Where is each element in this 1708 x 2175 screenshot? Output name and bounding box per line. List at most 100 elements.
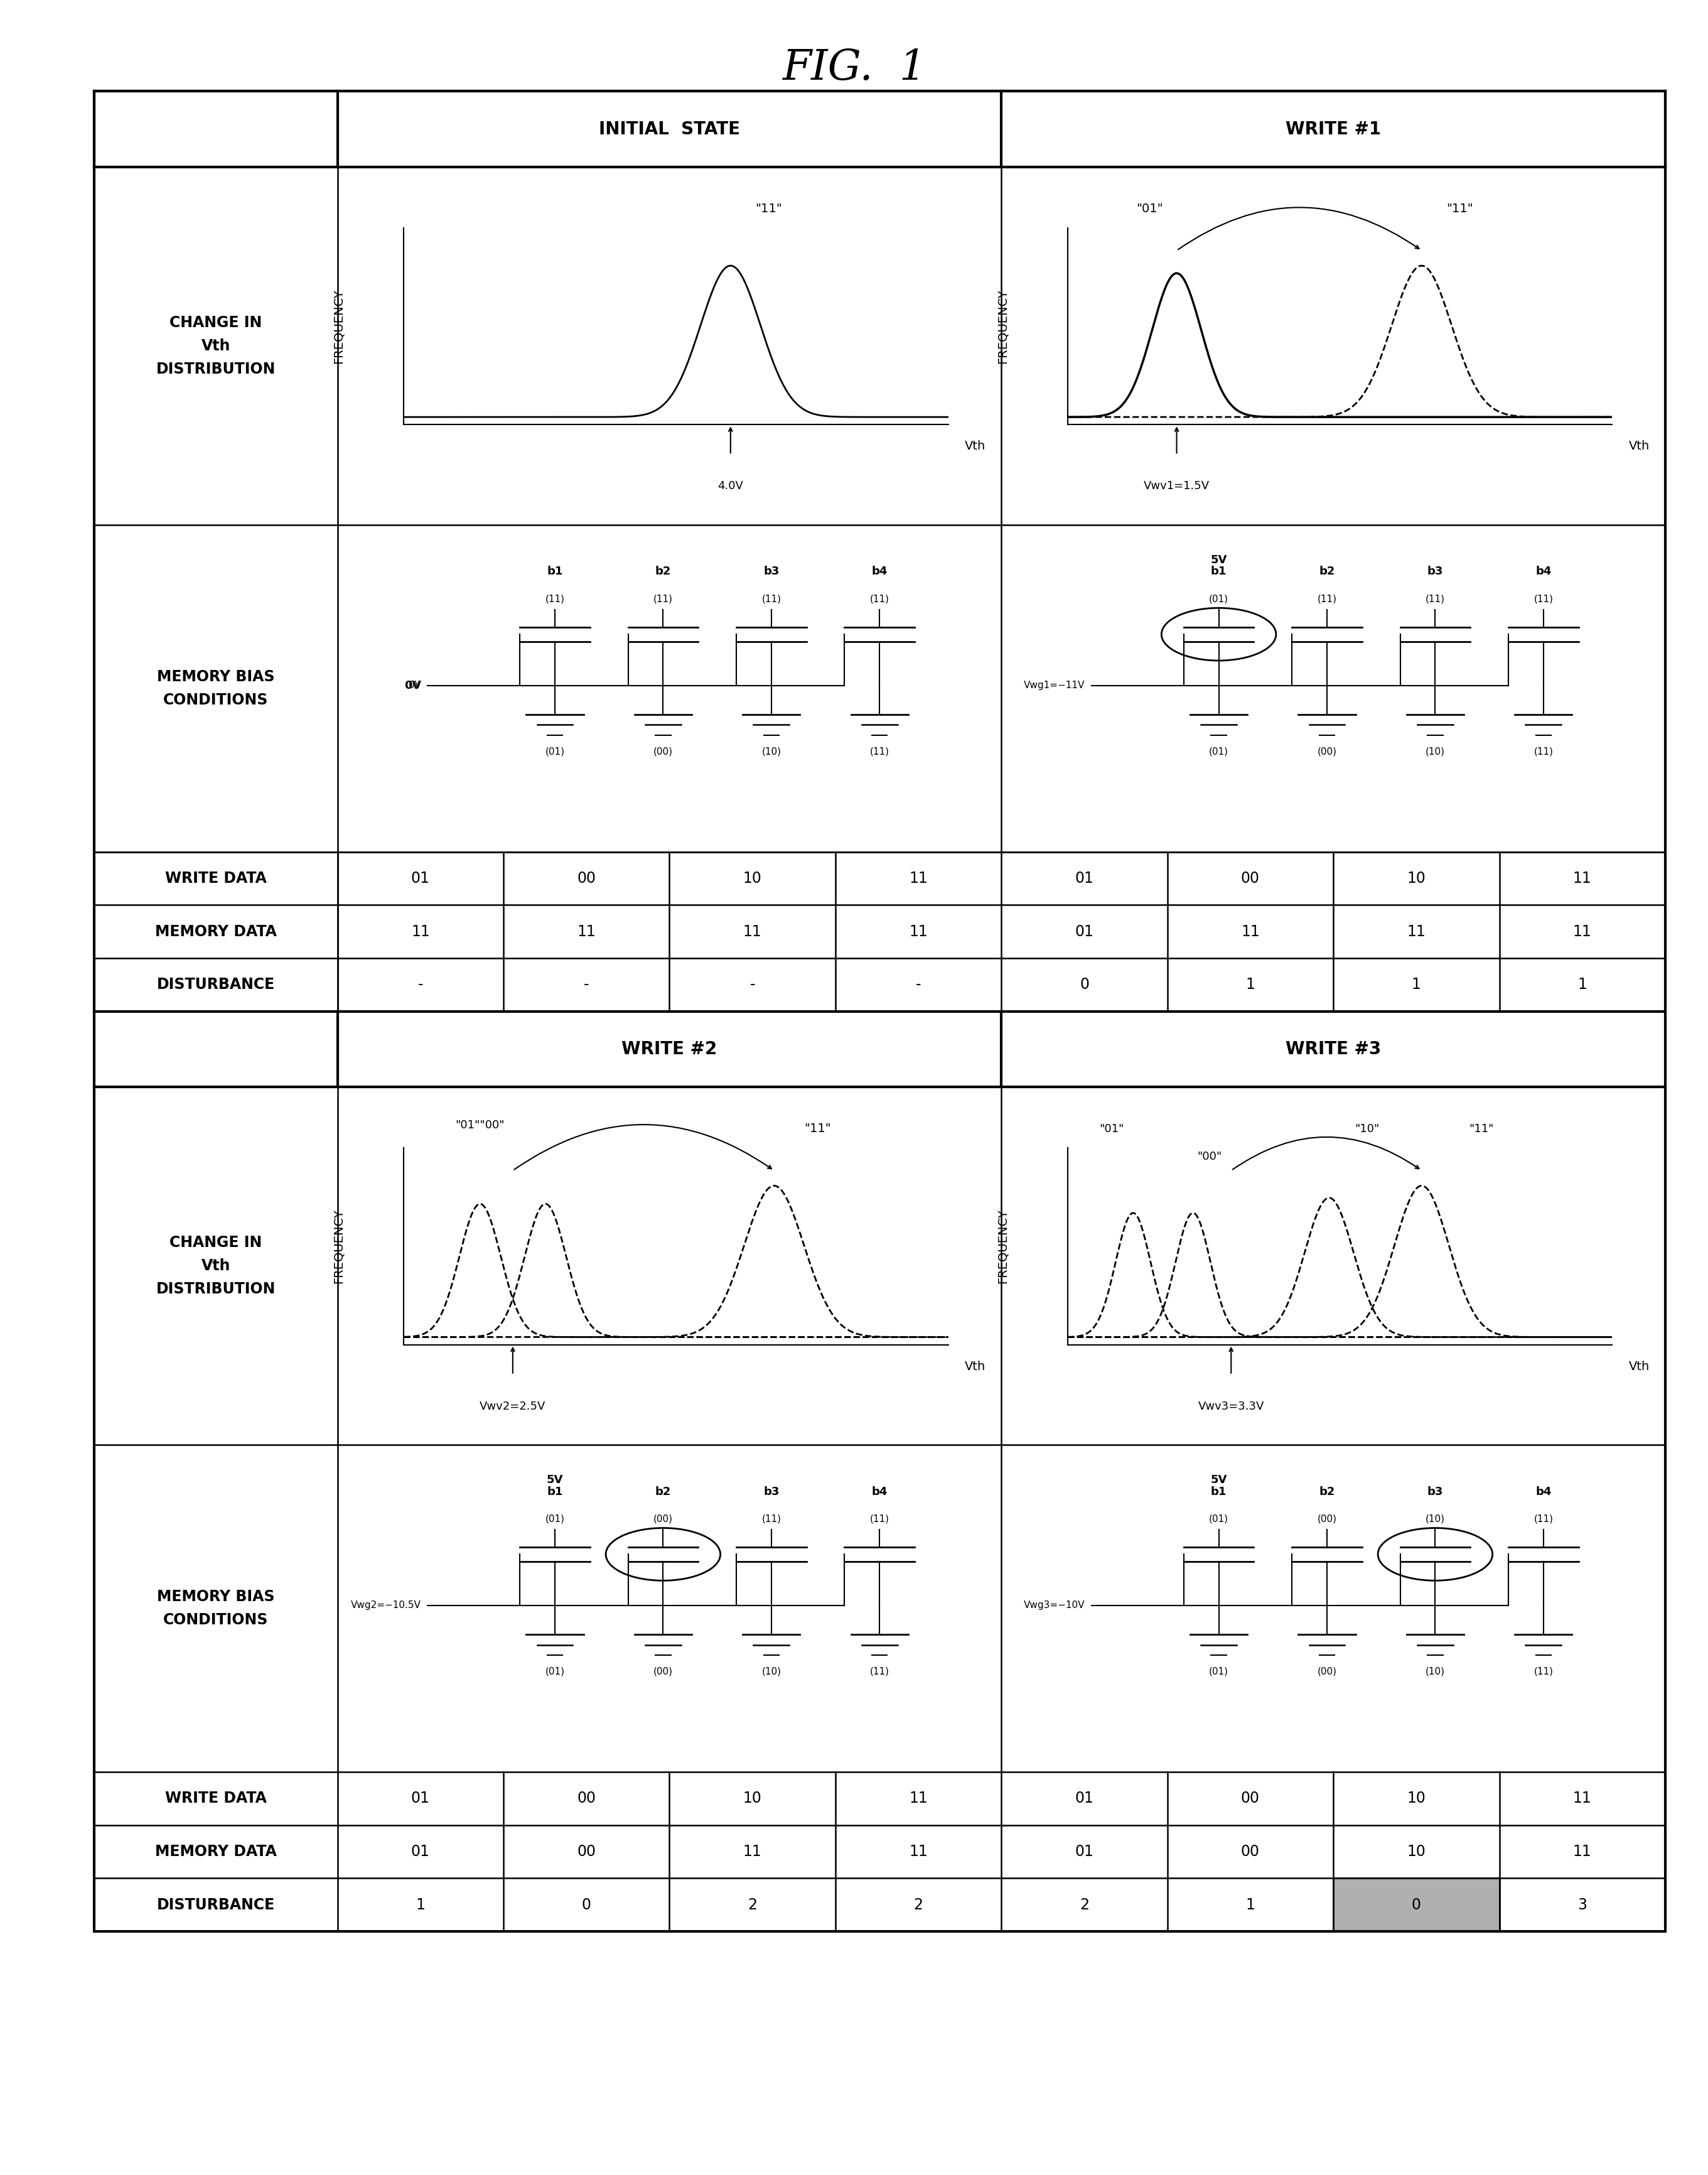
Text: (11): (11) [1426, 594, 1445, 605]
Text: Vwg1=−11V: Vwg1=−11V [1025, 681, 1085, 689]
Text: -: - [750, 977, 755, 992]
Text: 11: 11 [1573, 1790, 1592, 1805]
Text: MEMORY BIAS
CONDITIONS: MEMORY BIAS CONDITIONS [157, 670, 275, 707]
Text: (10): (10) [762, 746, 781, 757]
Text: 0V: 0V [405, 681, 422, 692]
Text: FREQUENCY: FREQUENCY [996, 289, 1008, 363]
Text: -: - [418, 977, 424, 992]
Text: b1: b1 [1211, 566, 1226, 576]
Text: Vth: Vth [965, 439, 986, 452]
Text: 1: 1 [1413, 977, 1421, 992]
Text: 10: 10 [1407, 870, 1426, 885]
Text: (10): (10) [1426, 1514, 1445, 1525]
Text: "11": "11" [755, 202, 782, 215]
Text: (10): (10) [1426, 1666, 1445, 1677]
Text: "11": "11" [1469, 1122, 1494, 1135]
Text: b3: b3 [1428, 1486, 1443, 1496]
Text: 00: 00 [1242, 1844, 1261, 1860]
Text: 0: 0 [1411, 1897, 1421, 1912]
Text: (11): (11) [1534, 746, 1553, 757]
Text: 11: 11 [1573, 924, 1592, 940]
Text: "11": "11" [804, 1122, 832, 1135]
Text: "11": "11" [1447, 202, 1474, 215]
Text: 11: 11 [909, 870, 927, 885]
Text: FIG.  1: FIG. 1 [782, 48, 926, 89]
Text: b4: b4 [871, 566, 888, 576]
Text: 00: 00 [1242, 870, 1261, 885]
Text: b2: b2 [1319, 1486, 1336, 1496]
Text: b4: b4 [1535, 566, 1551, 576]
Text: 1: 1 [1245, 1897, 1255, 1912]
Text: (11): (11) [762, 1514, 781, 1525]
Text: 11: 11 [743, 1844, 762, 1860]
Text: (11): (11) [1534, 1666, 1553, 1677]
Text: (00): (00) [654, 746, 673, 757]
Text: b3: b3 [763, 566, 779, 576]
Text: (10): (10) [1426, 746, 1445, 757]
Text: DISTURBANCE: DISTURBANCE [157, 977, 275, 992]
Text: INITIAL  STATE: INITIAL STATE [600, 120, 740, 137]
Text: (11): (11) [1534, 1514, 1553, 1525]
Text: FREQUENCY: FREQUENCY [333, 1209, 345, 1283]
Text: 01: 01 [1074, 1790, 1093, 1805]
Text: "01""00": "01""00" [456, 1120, 506, 1131]
Text: (11): (11) [545, 594, 565, 605]
Text: b3: b3 [763, 1486, 779, 1496]
Text: 01: 01 [412, 1844, 430, 1860]
Text: (01): (01) [545, 1666, 565, 1677]
Text: 2: 2 [914, 1897, 922, 1912]
Text: 00: 00 [1242, 1790, 1261, 1805]
Text: FREQUENCY: FREQUENCY [996, 1209, 1008, 1283]
Text: 11: 11 [1242, 924, 1261, 940]
Text: Vwv1=1.5V: Vwv1=1.5V [1144, 481, 1209, 492]
Text: FREQUENCY: FREQUENCY [333, 289, 345, 363]
Text: WRITE DATA: WRITE DATA [166, 870, 266, 885]
Text: (11): (11) [762, 594, 781, 605]
Text: 4.0V: 4.0V [717, 481, 743, 492]
Text: -: - [915, 977, 921, 992]
Text: 01: 01 [1074, 1844, 1093, 1860]
Text: (01): (01) [1209, 746, 1228, 757]
Text: 01: 01 [1074, 924, 1093, 940]
Text: (11): (11) [869, 1514, 890, 1525]
Text: (10): (10) [762, 1666, 781, 1677]
Text: (11): (11) [869, 746, 890, 757]
Text: b3: b3 [1428, 566, 1443, 576]
Text: 10: 10 [1407, 1790, 1426, 1805]
Text: CHANGE IN
Vth
DISTRIBUTION: CHANGE IN Vth DISTRIBUTION [155, 1235, 275, 1296]
Text: "00": "00" [1197, 1151, 1221, 1161]
Text: CHANGE IN
Vth
DISTRIBUTION: CHANGE IN Vth DISTRIBUTION [155, 315, 275, 376]
Text: (11): (11) [869, 594, 890, 605]
Text: DISTURBANCE: DISTURBANCE [157, 1897, 275, 1912]
Text: WRITE #3: WRITE #3 [1286, 1040, 1382, 1057]
Text: (00): (00) [654, 1514, 673, 1525]
Text: (01): (01) [1209, 1666, 1228, 1677]
Text: "01": "01" [1136, 202, 1163, 215]
Text: b2: b2 [656, 566, 671, 576]
Text: (00): (00) [1317, 1666, 1337, 1677]
Text: b4: b4 [871, 1486, 888, 1496]
Text: 0: 0 [582, 1897, 591, 1912]
Text: 5V: 5V [547, 1475, 564, 1486]
Text: 2: 2 [1079, 1897, 1090, 1912]
Text: b1: b1 [547, 566, 564, 576]
Text: b2: b2 [656, 1486, 671, 1496]
Text: Vth: Vth [965, 1359, 986, 1372]
Text: (00): (00) [654, 1666, 673, 1677]
Text: (00): (00) [1317, 746, 1337, 757]
Text: 11: 11 [743, 924, 762, 940]
Text: MEMORY BIAS
CONDITIONS: MEMORY BIAS CONDITIONS [157, 1590, 275, 1627]
Text: b4: b4 [1535, 1486, 1551, 1496]
Text: 10: 10 [743, 1790, 762, 1805]
Text: 11: 11 [909, 1790, 927, 1805]
Text: (01): (01) [1209, 1514, 1228, 1525]
Text: -: - [584, 977, 589, 992]
Text: 11: 11 [412, 924, 430, 940]
Text: (00): (00) [1317, 1514, 1337, 1525]
Text: Vwv3=3.3V: Vwv3=3.3V [1197, 1401, 1264, 1412]
Text: 0: 0 [1079, 977, 1090, 992]
Text: 3: 3 [1578, 1897, 1587, 1912]
Text: 11: 11 [1573, 870, 1592, 885]
Text: (01): (01) [545, 1514, 565, 1525]
Text: Vwg3=−10V: Vwg3=−10V [1023, 1601, 1085, 1610]
